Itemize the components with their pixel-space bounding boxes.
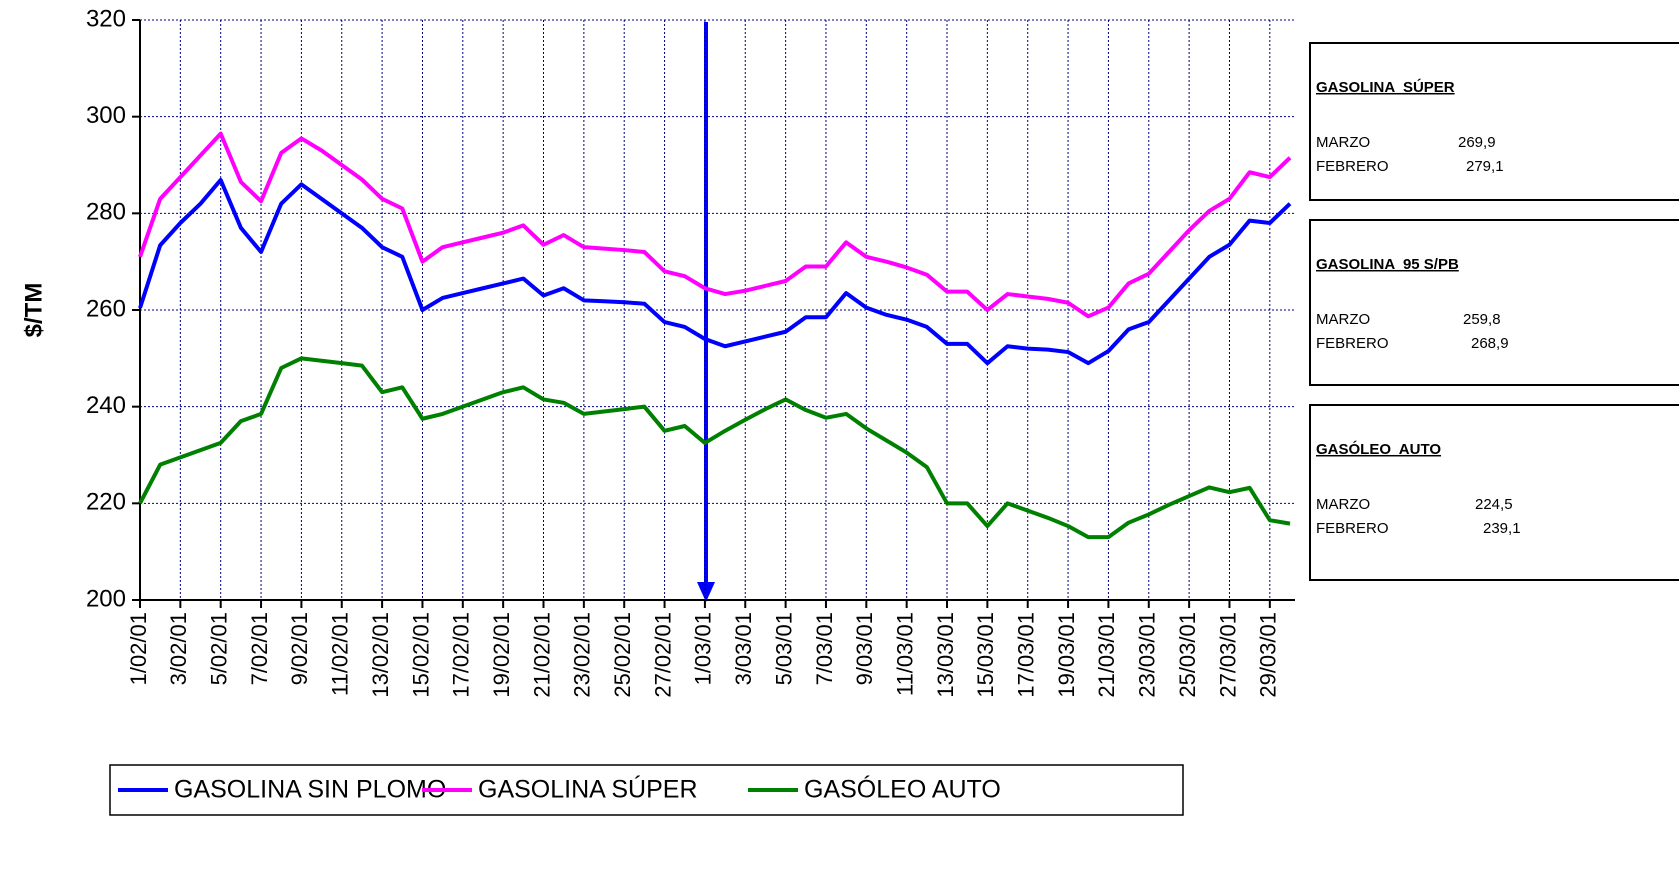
summary-value: 259,8 (1463, 311, 1501, 328)
x-tick-label: 7/03/01 (812, 612, 837, 685)
y-tick-label: 280 (86, 199, 126, 226)
x-tick-label: 7/02/01 (247, 612, 272, 685)
summary-label: MARZO (1316, 134, 1370, 151)
x-tick-label: 23/03/01 (1135, 612, 1160, 698)
x-tick-label: 19/03/01 (1054, 612, 1079, 698)
summary-box (1309, 404, 1679, 581)
x-tick-label: 3/02/01 (166, 612, 191, 685)
x-tick-label: 1/03/01 (691, 612, 716, 685)
x-tick-label: 11/03/01 (892, 612, 917, 696)
summary-title: GASOLINA 95 S/PB (1316, 256, 1459, 273)
x-tick-label: 9/03/01 (852, 612, 877, 685)
series-line (138, 177, 1292, 366)
summary-value: 268,9 (1471, 335, 1509, 352)
x-tick-label: 25/02/01 (610, 612, 635, 698)
legend-label: GASOLINA SÚPER (478, 775, 698, 804)
series-line (138, 131, 1292, 319)
x-tick-label: 13/02/01 (368, 612, 393, 698)
arrow-head (697, 582, 715, 602)
x-tick-label: 19/02/01 (489, 612, 514, 698)
x-tick-label: 25/03/01 (1175, 612, 1200, 698)
summary-label: FEBRERO (1316, 158, 1389, 175)
y-tick-label: 260 (86, 295, 126, 322)
summary-title: GASOLINA SÚPER (1316, 78, 1455, 96)
summary-label: FEBRERO (1316, 520, 1389, 537)
summary-label: MARZO (1316, 496, 1370, 513)
summary-value: 224,5 (1475, 496, 1513, 513)
summary-value: 239,1 (1483, 520, 1521, 537)
x-tick-label: 29/03/01 (1256, 612, 1281, 698)
y-tick-label: 300 (86, 102, 126, 129)
x-tick-label: 27/03/01 (1215, 612, 1240, 698)
x-tick-label: 21/03/01 (1094, 612, 1119, 698)
y-tick-label: 240 (86, 392, 126, 419)
x-tick-label: 15/03/01 (973, 612, 998, 698)
legend-label: GASÓLEO AUTO (804, 775, 1001, 804)
x-tick-label: 5/03/01 (771, 612, 796, 685)
x-tick-label: 1/02/01 (126, 612, 151, 685)
summary-value: 279,1 (1466, 158, 1504, 175)
x-tick-label: 15/02/01 (408, 612, 433, 698)
x-tick-label: 21/02/01 (529, 612, 554, 698)
x-tick-label: 17/02/01 (449, 612, 474, 698)
y-tick-label: 320 (86, 5, 126, 32)
summary-label: MARZO (1316, 311, 1370, 328)
y-tick-label: 200 (86, 585, 126, 612)
x-tick-label: 3/03/01 (731, 612, 756, 685)
x-tick-label: 9/02/01 (287, 612, 312, 685)
series-line (138, 356, 1291, 540)
summary-title: GASÓLEO AUTO (1316, 440, 1441, 458)
x-tick-label: 27/02/01 (650, 612, 675, 698)
x-tick-label: 23/02/01 (570, 612, 595, 698)
legend (109, 764, 1184, 816)
x-tick-label: 11/02/01 (328, 612, 353, 696)
legend-label: GASOLINA SIN PLOMO (174, 776, 446, 804)
x-tick-label: 17/03/01 (1014, 612, 1039, 698)
x-tick-label: 13/03/01 (933, 612, 958, 698)
summary-box (1309, 219, 1679, 386)
x-tick-label: 5/02/01 (207, 612, 232, 685)
summary-box (1309, 42, 1679, 201)
summary-label: FEBRERO (1316, 335, 1389, 352)
summary-value: 269,9 (1458, 134, 1496, 151)
y-tick-label: 220 (86, 489, 126, 516)
y-axis-label: $/TM (20, 283, 47, 338)
